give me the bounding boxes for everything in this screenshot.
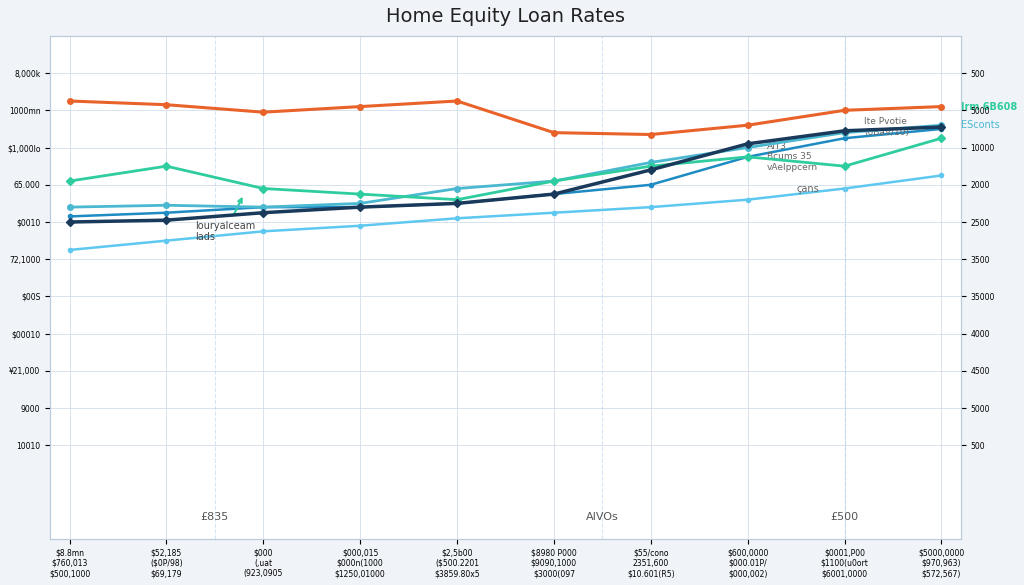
Text: ESconts: ESconts xyxy=(961,120,999,130)
Text: AIT3
Bcums 35
vAelppcern: AIT3 Bcums 35 vAelppcern xyxy=(767,142,818,172)
Title: Home Equity Loan Rates: Home Equity Loan Rates xyxy=(386,7,625,26)
Text: Irm 6B608: Irm 6B608 xyxy=(961,102,1017,112)
Text: Ite Pvotie
(6BaV/10): Ite Pvotie (6BaV/10) xyxy=(864,118,909,137)
Text: £835: £835 xyxy=(201,512,229,522)
Text: £500: £500 xyxy=(830,512,858,522)
Text: louryalceam
lads: louryalceam lads xyxy=(196,199,256,242)
Text: AIVOs: AIVOs xyxy=(586,512,618,522)
Text: çans: çans xyxy=(796,184,819,194)
